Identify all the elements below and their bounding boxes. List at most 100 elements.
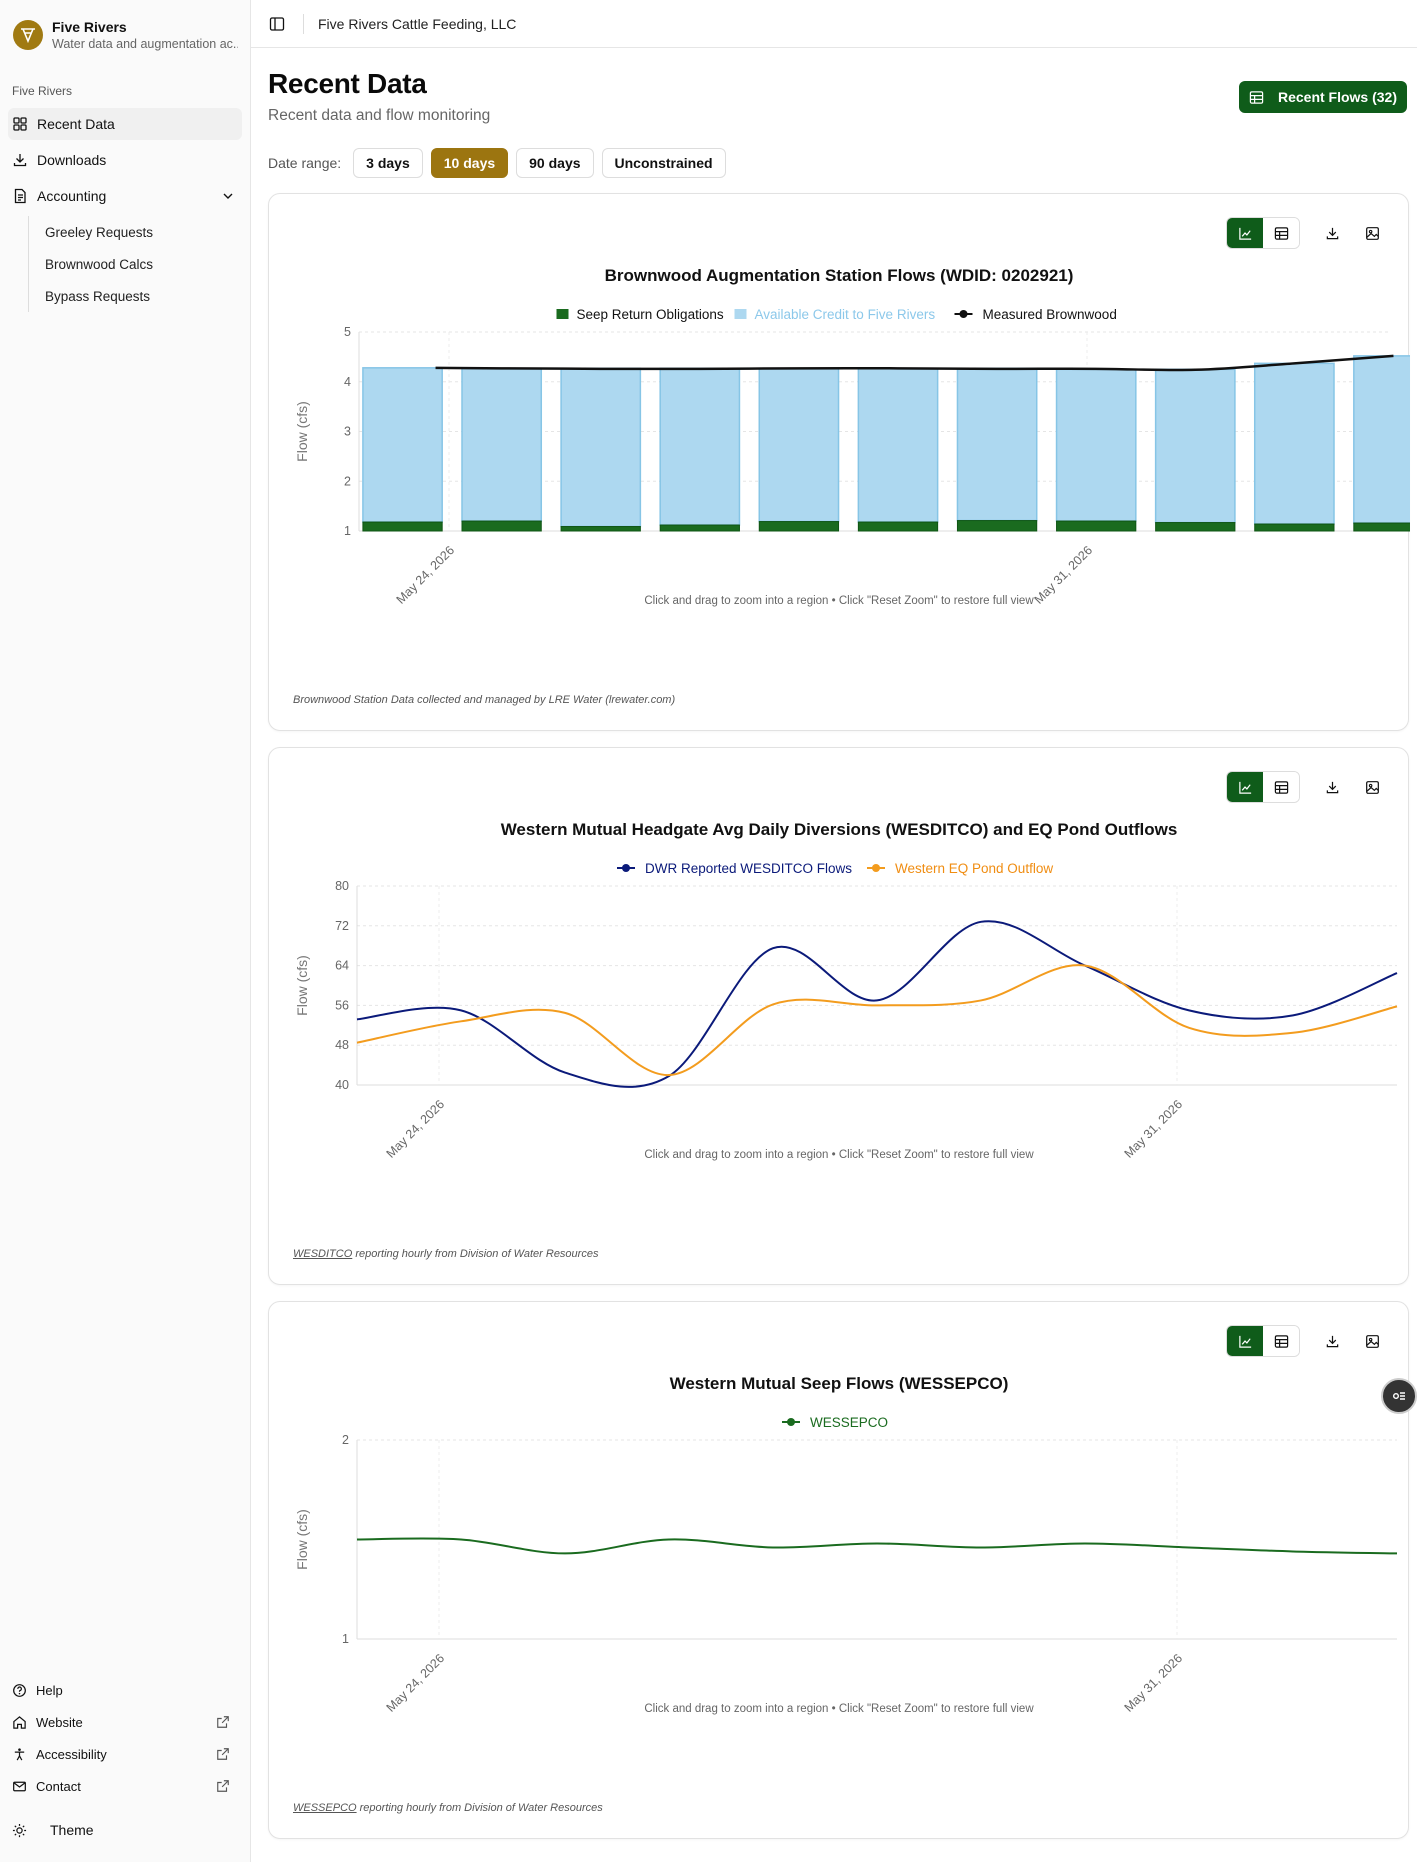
table-icon [1274, 226, 1288, 240]
footnote-text: reporting hourly from Division of Water … [352, 1248, 599, 1260]
save-image-button[interactable] [1354, 218, 1390, 248]
bar-available-credit [1055, 368, 1137, 522]
chart-footnote: Brownwood Station Data collected and man… [293, 694, 676, 706]
legend-item: WESSEPCO [782, 1415, 888, 1430]
y-axis-label: Flow (cfs) [294, 955, 310, 1016]
bar-seep-return [1155, 522, 1236, 532]
legend-label: Available Credit to Five Rivers [755, 307, 936, 322]
download-data-button[interactable] [1314, 1326, 1350, 1356]
legend-label: DWR Reported WESDITCO Flows [645, 861, 852, 876]
legend-marker [872, 864, 880, 872]
accounting-subnav: Greeley Requests Brownwood Calcs Bypass … [28, 216, 242, 312]
chevron-down-icon[interactable] [220, 188, 236, 204]
sidebar-item-accounting[interactable]: Accounting [8, 180, 242, 212]
chart-view-button[interactable] [1227, 1326, 1263, 1356]
sidebar-item-label: Recent Data [37, 116, 115, 132]
brand-name: Five Rivers [52, 19, 127, 35]
y-tick-label: 5 [344, 325, 351, 339]
bar-available-credit [857, 367, 939, 523]
download-icon [1326, 1335, 1338, 1347]
wesditco-chart[interactable]: Western Mutual Headgate Avg Daily Divers… [269, 748, 1410, 1286]
list-settings-icon [1393, 1392, 1405, 1400]
download-icon [1326, 227, 1338, 239]
legend-marker [787, 1418, 795, 1426]
sidebar-item-recent-data[interactable]: Recent Data [8, 108, 242, 140]
chart-view-button[interactable] [1227, 218, 1263, 248]
brand[interactable]: Five Rivers Water data and augmentation … [0, 0, 250, 58]
download-icon [1326, 781, 1338, 793]
bar-seep-return [1254, 523, 1335, 532]
table-view-button[interactable] [1263, 1326, 1299, 1356]
y-tick-label: 64 [335, 959, 349, 973]
chart-view-button[interactable] [1227, 772, 1263, 802]
y-tick-label: 4 [344, 375, 351, 389]
download-data-button[interactable] [1314, 218, 1350, 248]
sidebar-subitem-bypass-requests[interactable]: Bypass Requests [45, 288, 151, 304]
sidebar-footer-website[interactable]: Website [8, 1706, 242, 1738]
y-axis-label: Flow (cfs) [294, 1509, 310, 1570]
sidebar-subitem-brownwood-calcs[interactable]: Brownwood Calcs [45, 256, 154, 272]
bar-available-credit [362, 367, 443, 523]
line-chart-icon [1238, 781, 1251, 794]
save-image-button[interactable] [1354, 1326, 1390, 1356]
sidebar-footer-contact[interactable]: Contact [8, 1770, 242, 1802]
theme-toggle[interactable]: Theme [8, 1808, 242, 1852]
legend-item: Available Credit to Five Rivers [734, 307, 936, 322]
bar-seep-return [362, 521, 443, 532]
sidebar-nav: Recent Data Downloads Accounting Greeley… [0, 108, 250, 312]
x-tick-label: May 31, 2026 [1032, 543, 1095, 606]
chart-footnote: WESSEPCO reporting hourly from Division … [293, 1802, 603, 1814]
zoom-hint: Click and drag to zoom into a region • C… [644, 1703, 1034, 1715]
save-image-button[interactable] [1354, 772, 1390, 802]
series-line-eq-pond-outflow [356, 964, 1398, 1077]
sidebar-toggle-icon[interactable] [269, 16, 285, 32]
wessepco-chart[interactable]: Western Mutual Seep Flows (WESSEPCO) WESS… [269, 1302, 1410, 1840]
footnote-link-wessepco[interactable]: WESSEPCO [293, 1802, 357, 1814]
y-tick-label: 1 [344, 524, 351, 538]
table-view-button[interactable] [1263, 218, 1299, 248]
date-range-label: Date range: [268, 155, 342, 171]
recent-flows-label: Recent Flows (32) [1277, 89, 1397, 105]
help-icon [13, 1683, 26, 1697]
sidebar-item-downloads[interactable]: Downloads [8, 144, 242, 176]
sidebar-footer-label: Accessibility [36, 1746, 107, 1762]
sidebar-footer-label: Website [36, 1714, 83, 1730]
x-tick-label: May 24, 2026 [394, 543, 457, 606]
range-10-days-button[interactable]: 10 days [430, 148, 509, 178]
footnote-link-wesditco[interactable]: WESDITCO [293, 1248, 353, 1260]
sidebar-footer-accessibility[interactable]: Accessibility [8, 1738, 242, 1770]
legend-label: Seep Return Obligations [577, 307, 724, 322]
legend-item: DWR Reported WESDITCO Flows [617, 861, 852, 876]
chart-title: Brownwood Augmentation Station Flows (WD… [605, 266, 1074, 285]
x-tick-label: May 24, 2026 [384, 1097, 447, 1160]
bar-seep-return [758, 521, 840, 532]
main-content: Five Rivers Cattle Feeding, LLC Recent D… [251, 0, 1417, 1862]
legend-marker [622, 864, 630, 872]
sidebar-footer: Help Website Accessibility Contact Theme [0, 1674, 250, 1862]
chart-toolbar [1226, 771, 1390, 803]
table-icon [1274, 780, 1288, 794]
range-90-days-button[interactable]: 90 days [516, 148, 594, 178]
sidebar-group-label: Five Rivers [12, 84, 73, 98]
table-view-button[interactable] [1263, 772, 1299, 802]
legend-swatch [734, 309, 747, 319]
sun-icon [12, 1823, 27, 1837]
organization-name: Five Rivers Cattle Feeding, LLC [318, 15, 517, 32]
sidebar-footer-label: Help [36, 1682, 63, 1698]
download-data-button[interactable] [1314, 772, 1350, 802]
external-link-icon [217, 1780, 229, 1792]
brownwood-chart[interactable]: Brownwood Augmentation Station Flows (WD… [269, 194, 1410, 732]
series-line-wessepco [356, 1537, 1398, 1555]
sidebar-footer-help[interactable]: Help [8, 1674, 242, 1706]
recent-flows-button[interactable]: Recent Flows (32) [1238, 81, 1407, 113]
range-3-days-button[interactable]: 3 days [353, 148, 423, 178]
legend-marker [959, 310, 968, 318]
sidebar-subitem-greeley-requests[interactable]: Greeley Requests [45, 224, 154, 240]
mail-icon [13, 1781, 26, 1791]
x-tick-label: May 24, 2026 [384, 1651, 447, 1714]
bar-available-credit [758, 367, 840, 523]
chart-toolbar [1226, 1325, 1390, 1357]
topbar-divider [303, 13, 304, 34]
range-unconstrained-button[interactable]: Unconstrained [601, 148, 726, 178]
floating-menu-button[interactable] [1381, 1378, 1417, 1414]
